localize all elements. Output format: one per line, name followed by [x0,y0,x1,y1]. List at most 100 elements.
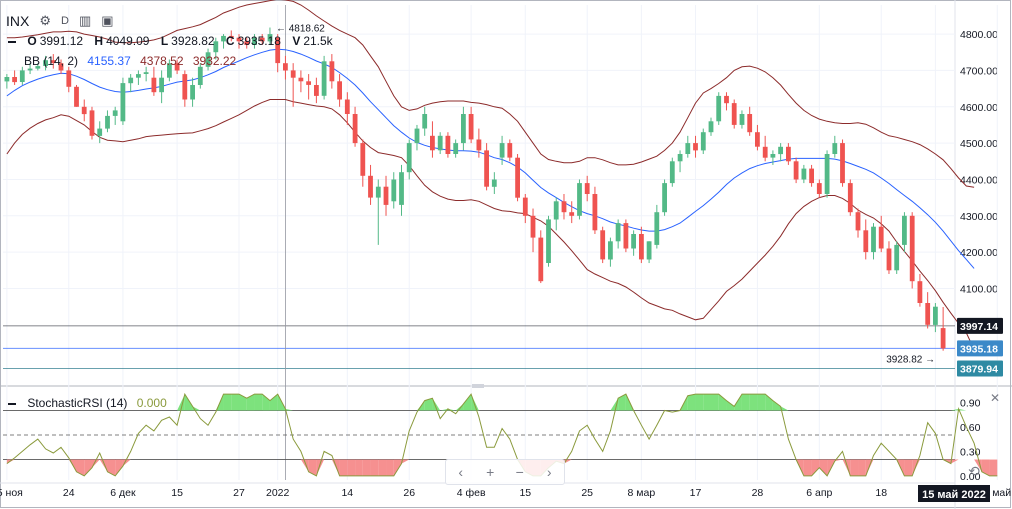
oversold-fill [316,459,325,476]
candle-body [468,114,474,140]
price-tag-label: 3879.94 [960,363,998,375]
candle-body [128,77,134,84]
window-icon[interactable]: ▣ [101,13,114,28]
overbought-fill [455,403,464,411]
candle-body [507,143,513,158]
collapse-stoch-icon[interactable] [8,402,16,405]
time-tick-label: 6 май [983,487,1011,499]
price-tick-label: 4300.00 [960,211,998,223]
candle-body [755,132,760,147]
candle-body [453,143,459,154]
zoom-in-icon[interactable]: + [486,464,495,480]
candle-body [739,114,745,125]
oversold-fill [904,459,913,476]
candle-body [306,81,311,85]
chevron-right-icon[interactable]: › [546,464,552,480]
bb-legend[interactable]: BB (14, 2) 4155.37 4378.52 3932.22 [24,54,236,68]
reset-icon[interactable]: ⟲ [968,462,980,479]
overbought-fill [471,394,479,411]
overbought-fill [695,394,704,411]
oversold-fill [865,459,874,476]
candle-body [886,248,892,271]
candle-body [855,212,861,231]
candle-body [329,61,335,82]
bar-chart-icon[interactable]: ▥ [78,13,92,28]
candle-body [484,150,489,187]
stoch-tick-label: 0.90 [960,397,981,409]
close-icon[interactable]: ✕ [989,391,1001,405]
candle-body [66,70,72,87]
oversold-fill [834,459,843,462]
stoch-legend[interactable]: StochasticRSI (14) 0.000 [8,396,167,410]
time-tick-label: 28 [752,487,764,499]
gear-icon[interactable]: ⚙ [39,13,51,28]
overbought-fill [687,394,696,411]
candle-body [561,201,567,213]
overbought-fill [239,394,247,411]
symbol-label[interactable]: INX [6,13,30,29]
candle-body [12,77,17,83]
candle-body [391,179,397,202]
date-tag-label: 15 май 2022 [922,489,986,501]
price-tick-label: 4700.00 [960,65,998,77]
oversold-fill [811,459,820,476]
candle-body [383,186,389,205]
overbought-fill [285,408,294,411]
time-tick-label: 4 фев [457,487,486,499]
candle-body [639,234,644,260]
oversold-fill [308,459,317,476]
low-marker-label: 3928.82 → [886,355,935,366]
date-tag-bg [918,485,990,502]
bb-lower-value: 3932.22 [192,54,237,68]
interval-label[interactable]: D [61,15,69,27]
oversold-fill [370,459,379,476]
candle-body [863,230,869,253]
candle-body [824,154,830,194]
candle-body [491,179,497,187]
overbought-fill [718,394,727,411]
candle-body [19,70,25,82]
oversold-fill [378,459,387,476]
oversold-fill [300,459,309,472]
ohlc-legend: O 3991.12 H 4049.09 L 3928.82 C 3935.18 V 21.… [8,34,341,48]
oversold-fill [950,459,959,464]
candle-body [832,143,838,154]
candle-body [615,223,621,242]
overbought-fill [440,408,448,411]
low-value: 3928.82 [171,34,215,48]
collapse-legend-icon[interactable] [8,40,16,43]
overbought-fill [780,406,789,411]
candle-body [584,183,590,194]
candle-body [445,135,451,154]
candle-body [97,128,103,136]
overbought-fill [749,394,758,411]
overbought-fill [177,394,185,411]
oversold-fill [393,459,402,476]
candle-body [167,63,172,78]
candle-body [538,237,544,282]
candle-body [685,143,691,154]
overbought-fill [741,394,750,411]
candle-body [314,85,319,96]
oversold-fill [339,459,348,476]
open-label: O [27,34,37,48]
zoom-out-icon[interactable]: − [515,464,524,480]
close-label: C [225,34,235,48]
candle-body [236,37,242,42]
candle-body [406,143,412,173]
candle-body [608,241,613,260]
candle-body [360,143,366,176]
price-tick-label: 4600.00 [960,102,998,114]
candle-body [213,41,219,53]
time-tick-label: 24 [63,487,75,499]
candle-body [461,114,466,144]
candle-body [816,183,822,194]
candle-body [105,115,110,129]
chevron-left-icon[interactable]: ‹ [458,464,464,480]
price-tag-label: 3935.18 [960,343,998,355]
candle-body [27,68,33,71]
candle-body [120,83,126,122]
overbought-fill [254,394,263,411]
